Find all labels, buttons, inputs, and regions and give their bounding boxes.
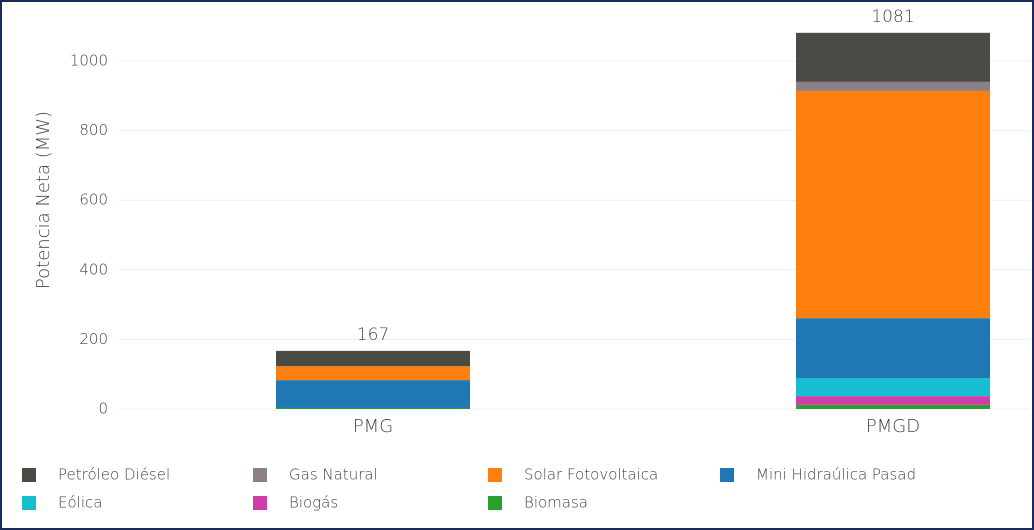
y-tick-label: 800 [79,121,108,139]
legend-label: Solar Fotovoltaica [524,466,658,484]
total-label: 167 [357,325,389,345]
bar-segment [276,350,470,367]
bar-segment [796,404,990,409]
bar-segment [796,396,990,405]
x-tick-label: PMGD [866,416,920,437]
y-tick-label: 600 [79,191,108,209]
bar-segment [796,378,990,397]
legend-label: Gas Natural [289,466,378,484]
y-tick-label: 200 [79,330,108,348]
legend-label: Mini Hidraúlica Pasad [756,466,916,484]
legend-label: Biomasa [524,494,588,512]
legend-label: Petróleo Diésel [58,466,170,484]
bar-segment [796,81,990,91]
legend-swatch [720,468,734,482]
bar-segment [796,318,990,379]
y-tick-label: 1000 [70,52,108,70]
legend-swatch [253,468,267,482]
bar-segment [796,90,990,319]
legend-swatch [488,496,502,510]
legend-swatch [253,496,267,510]
y-tick-label: 400 [79,260,108,278]
bar-segment [276,380,470,408]
total-label: 1081 [871,7,914,27]
bar-segment [796,32,990,82]
legend-swatch [488,468,502,482]
x-tick-label: PMG [353,416,393,437]
legend-label: Biogás [289,494,338,512]
bar-segment [276,407,470,409]
legend-label: Eólica [58,494,102,512]
y-tick-label: 0 [98,400,108,418]
y-axis-label: Potencia Neta (MW) [33,111,54,289]
bar-segment [276,366,470,381]
legend-swatch [22,496,36,510]
legend-swatch [22,468,36,482]
